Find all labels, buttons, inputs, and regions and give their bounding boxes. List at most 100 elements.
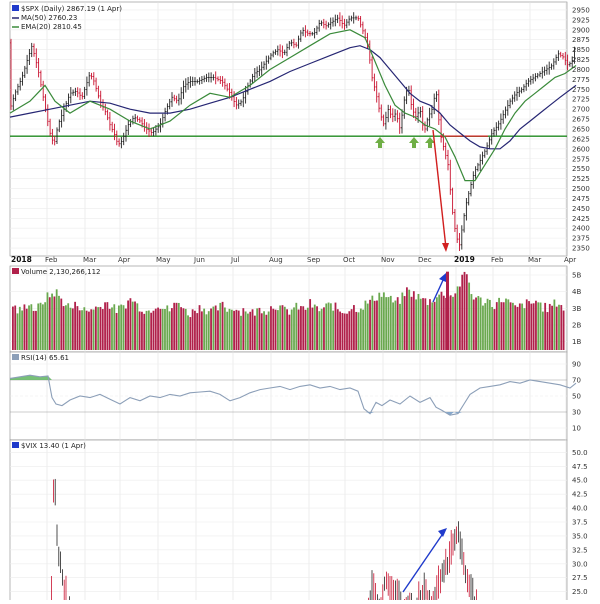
volume-bar [247, 313, 249, 350]
volume-bar [16, 313, 19, 350]
volume-bar [348, 311, 351, 350]
volume-bar [21, 310, 24, 350]
volume-bar [329, 303, 332, 350]
vix-panel-frame [9, 439, 568, 603]
volume-bar [283, 306, 286, 350]
volume-bar [311, 307, 314, 350]
price-y-tick: 2600 [572, 145, 590, 153]
volume-bar [521, 303, 524, 350]
volume-bar [242, 308, 245, 350]
volume-bar [90, 309, 93, 350]
volume-bar [470, 294, 473, 350]
volume-bar [380, 296, 383, 350]
volume-bar [355, 311, 358, 350]
volume-bar [493, 309, 496, 350]
volume-bar [452, 296, 454, 350]
volume-bar [431, 302, 434, 350]
volume-bar [214, 305, 217, 350]
volume-bar [535, 300, 537, 350]
x-axis-label: 2019 [454, 255, 475, 264]
volume-bar [461, 274, 464, 350]
vix-arrow-head [438, 528, 447, 537]
volume-legend-text: Volume 2,130,266,112 [21, 268, 100, 276]
rsi-y-tick: 90 [572, 361, 581, 369]
volume-bar [88, 311, 90, 350]
volume-bar [320, 308, 323, 350]
volume-bar [438, 294, 441, 350]
volume-bar [221, 301, 224, 350]
volume-bar [198, 305, 201, 350]
volume-bar [500, 302, 503, 350]
volume-bar [157, 307, 159, 350]
x-axis-label: Jun [193, 256, 205, 264]
x-axis-label: 2018 [11, 255, 32, 264]
volume-bar [385, 297, 388, 350]
volume-bar [154, 308, 157, 350]
volume-bar [555, 306, 558, 350]
volume-bar [376, 300, 378, 350]
volume-bar [25, 308, 28, 350]
volume-bar [175, 302, 178, 350]
x-axis-label: Feb [45, 256, 58, 264]
volume-bar [67, 303, 70, 350]
volume-y-tick: 3B [572, 305, 581, 313]
volume-bar [295, 302, 298, 350]
volume-bar [558, 304, 560, 350]
price-y-tick: 2625 [572, 135, 590, 143]
volume-bar [108, 308, 111, 350]
volume-bar [200, 311, 203, 350]
volume-bar [498, 297, 500, 350]
volume-bar [191, 309, 194, 350]
ema20-line [9, 29, 577, 182]
volume-bar [300, 306, 302, 350]
volume-bar [141, 311, 143, 350]
volume-bar [371, 295, 374, 350]
volume-bar [83, 307, 86, 350]
x-axis-label: Oct [343, 256, 355, 264]
volume-bar [138, 311, 141, 350]
volume-bar [189, 317, 192, 350]
volume-bar [92, 309, 95, 350]
volume-bar [260, 313, 263, 350]
volume-bar [276, 310, 279, 350]
volume-bar [134, 301, 136, 350]
vix-arrow-line [402, 531, 445, 593]
volume-bar [228, 308, 231, 350]
volume-bar [316, 306, 318, 350]
volume-spike-bar [446, 271, 449, 350]
price-y-tick: 2850 [572, 46, 590, 54]
volume-bar [412, 291, 415, 350]
volume-bar [378, 292, 381, 350]
rsi-line [9, 374, 577, 416]
volume-bar [417, 293, 420, 350]
volume-bar [346, 313, 348, 350]
price-y-tick: 2650 [572, 126, 590, 134]
price-legend-symbol: $SPX (Daily) 2867.19 (1 Apr) [21, 5, 122, 13]
volume-bar [143, 313, 146, 350]
volume-y-tick: 4B [572, 288, 581, 296]
volume-bar [477, 296, 480, 350]
support-up-arrow [425, 137, 435, 148]
vix-y-tick: 32.5 [572, 546, 588, 554]
volume-bar [546, 312, 549, 350]
vix-y-tick: 27.5 [572, 574, 588, 582]
volume-bar [415, 299, 418, 350]
volume-bar [475, 297, 477, 350]
volume-bar [279, 305, 282, 350]
price-y-tick: 2450 [572, 205, 590, 213]
volume-bar [560, 305, 563, 350]
price-y-tick: 2475 [572, 195, 590, 203]
price-y-tick: 2400 [572, 225, 590, 233]
volume-bar [410, 296, 413, 350]
volume-bar [267, 311, 270, 350]
volume-bar [459, 286, 461, 350]
volume-bar [456, 286, 459, 350]
volume-bar [362, 309, 365, 350]
vix-legend-text: $VIX 13.40 (1 Apr) [21, 442, 86, 450]
volume-bar [399, 303, 401, 350]
volume-bar [270, 306, 272, 350]
volume-bar [486, 298, 489, 350]
volume-bar [334, 302, 337, 350]
volume-bar [551, 305, 553, 350]
